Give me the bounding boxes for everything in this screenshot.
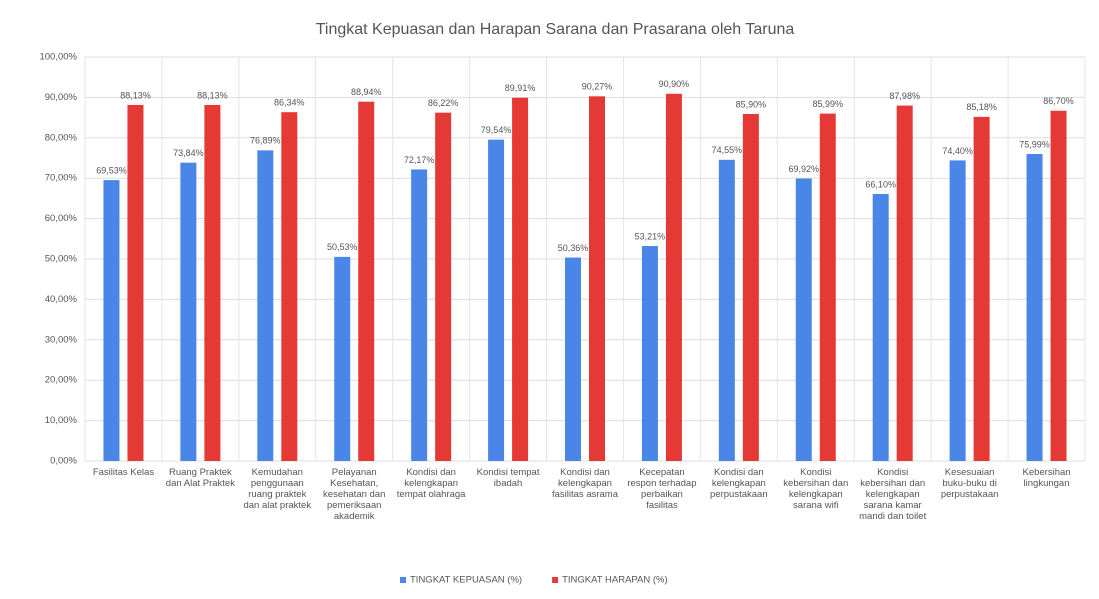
data-label: 88,94% [351,87,382,97]
y-tick-label: 70,00% [45,173,78,184]
bar [103,180,120,461]
data-label: 86,22% [428,98,459,108]
x-tick-label: Kebersihan lingkungan [1022,467,1071,489]
data-label: 85,99% [813,99,844,109]
data-label: 69,53% [96,165,127,175]
x-tick-label: Kondisi tempat ibadah [476,467,540,489]
x-tick-label: Kecepatan respon terhadap perbaikan fasi… [627,467,697,511]
data-label: 50,36% [558,243,589,253]
bar [1050,110,1067,462]
x-tick-label: Kondisi kebersihan dan kelengkapan saran… [859,467,927,522]
x-tick-label: Kesesuaian buku-buku di perpustakaan [940,467,999,500]
data-label: 79,54% [481,125,512,135]
data-label: 76,89% [250,136,281,146]
y-tick-label: 20,00% [45,375,78,386]
data-label: 72,17% [404,155,435,165]
y-tick-label: 30,00% [45,334,78,345]
bar [1026,154,1043,461]
bar [512,97,529,461]
bar [718,159,735,461]
y-tick-label: 40,00% [45,294,78,305]
data-label: 66,10% [865,179,896,189]
x-tick-label: Kemudahan penggunaan ruang praktek dan a… [243,467,312,511]
bar [281,112,298,461]
bar [358,101,375,461]
x-tick-label: Pelayanan Kesehatan, kesehatan dan pemer… [323,467,386,522]
y-tick-label: 100,00% [39,52,77,63]
bar [488,139,505,462]
bar [257,150,274,462]
bar [435,112,452,461]
data-label: 50,53% [327,242,358,252]
bar [872,193,889,461]
bar [795,178,812,461]
bar [742,113,759,462]
bar [973,116,990,461]
x-tick-label: Kondisi dan kelengkapan fasilitas asrama [552,467,618,500]
y-tick-label: 80,00% [45,132,78,143]
data-label: 89,91% [505,83,536,93]
bar [411,169,428,461]
bar [665,93,682,461]
data-label: 69,92% [789,164,820,174]
x-tick-label: Kondisi kebersihan dan kelengkapan saran… [783,467,849,511]
legend-label: TINGKAT HARAPAN (%) [562,575,668,586]
bar [589,96,605,461]
data-label: 90,90% [659,79,690,89]
x-tick-label: Ruang Praktek dan Alat Praktek [165,467,235,489]
y-tick-label: 10,00% [45,415,78,426]
bar [204,104,221,461]
data-label: 74,55% [712,145,743,155]
data-label: 88,13% [120,90,151,100]
legend-swatch [552,577,559,583]
bar [180,162,197,461]
data-label: 90,27% [582,82,613,92]
data-label: 75,99% [1019,139,1050,149]
x-tick-label: Kondisi dan kelengkapan tempat olahraga [396,467,466,500]
x-tick-label: Kondisi dan kelengkapan perpustakaan [710,467,768,500]
bar [127,104,144,461]
x-tick-label: Fasilitas Kelas [92,467,155,478]
bar [565,257,581,461]
chart-title: Tingkat Kepuasan dan Harapan Sarana dan … [316,21,795,38]
data-label: 85,90% [736,99,767,109]
y-tick-label: 50,00% [45,254,78,265]
data-label: 86,34% [274,98,305,108]
data-label: 53,21% [635,231,666,241]
data-label: 74,40% [942,146,973,156]
bar [949,160,966,461]
data-label: 87,98% [889,91,920,101]
y-tick-label: 0,00% [50,456,77,467]
y-tick-label: 90,00% [45,92,78,103]
bar [819,113,836,461]
data-label: 85,18% [966,102,997,112]
legend-label: TINGKAT KEPUASAN (%) [410,575,522,586]
bar [641,246,658,461]
data-label: 73,84% [173,148,204,158]
data-label: 88,13% [197,90,228,100]
bar [334,256,351,461]
legend-swatch [400,577,406,583]
bar [896,105,913,462]
data-label: 86,70% [1043,96,1074,106]
y-tick-label: 60,00% [45,213,78,224]
